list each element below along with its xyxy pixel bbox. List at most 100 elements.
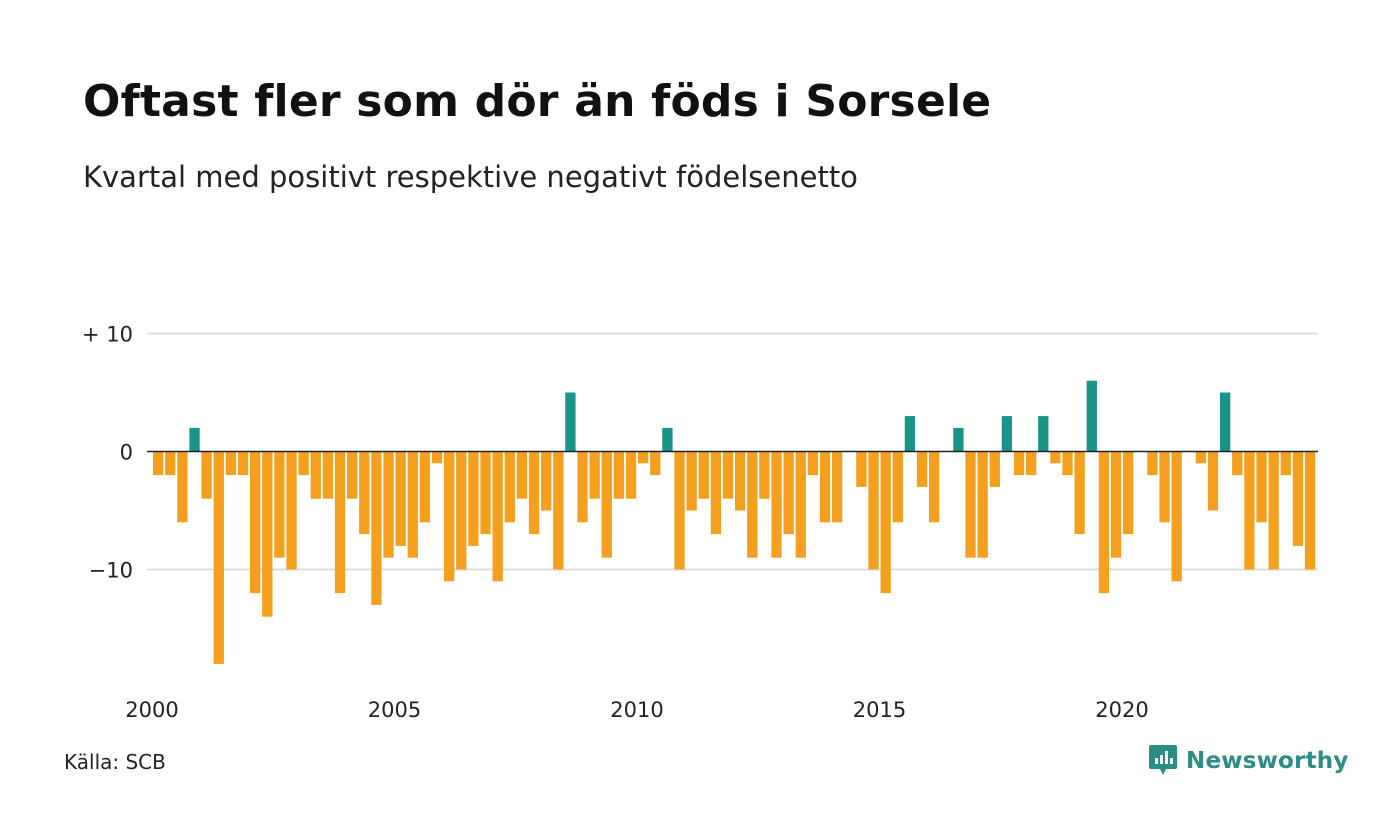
bar: [916, 451, 928, 487]
bar: [650, 451, 661, 476]
bar: [601, 451, 612, 558]
bar: [419, 451, 431, 523]
bar: [541, 451, 552, 511]
bar: [1147, 451, 1158, 476]
bar: [565, 392, 576, 452]
bar: [528, 451, 540, 535]
bar: [929, 451, 940, 523]
bar: [1232, 451, 1243, 476]
bar: [819, 451, 831, 523]
bar: [165, 451, 176, 476]
bar: [674, 451, 685, 570]
newsworthy-logo-icon: [1149, 745, 1177, 775]
y-tick-label: 0: [120, 441, 133, 465]
bar: [213, 451, 224, 664]
bar: [334, 451, 346, 594]
bar: [662, 427, 673, 452]
bar: [189, 427, 200, 452]
bar: [322, 451, 334, 499]
bar: [613, 451, 625, 499]
y-tick-labels: + 10 0 −10: [82, 323, 133, 583]
bar: [262, 451, 273, 617]
x-tick-label: 2010: [610, 698, 663, 722]
bar: [1110, 451, 1122, 558]
bar: [395, 451, 406, 546]
bar: [965, 451, 976, 558]
bar: [359, 451, 370, 535]
bar: [456, 451, 467, 570]
bar: [1123, 451, 1134, 535]
bar: [589, 451, 600, 499]
bar: [1086, 380, 1097, 452]
bar: [892, 451, 903, 523]
bar: [407, 451, 418, 558]
bar: [1256, 451, 1267, 523]
bar: [237, 451, 249, 476]
bar: [177, 451, 188, 523]
x-tick-label: 2005: [368, 698, 421, 722]
bar: [286, 451, 297, 570]
bar: [1098, 451, 1110, 594]
bar: [856, 451, 867, 487]
bar: [1159, 451, 1170, 523]
brand-name: Newsworthy: [1186, 748, 1349, 774]
x-tick-label: 2020: [1095, 698, 1148, 722]
bar: [1304, 451, 1316, 570]
bar: [989, 451, 1000, 487]
bar: [371, 451, 382, 605]
bar: [298, 451, 309, 476]
bar: [1268, 451, 1279, 570]
bar: [1244, 451, 1255, 570]
bar: [480, 451, 491, 535]
bar: [201, 451, 212, 499]
x-tick-label: 2000: [125, 698, 178, 722]
bar: [722, 451, 734, 499]
bar: [1038, 416, 1049, 452]
bar: [759, 451, 770, 499]
bar: [1195, 451, 1207, 464]
x-tick-labels: 2000 2005 2010 2015 2020: [125, 698, 1148, 722]
bar: [880, 451, 891, 594]
bar: [783, 451, 794, 535]
source-label: Källa: SCB: [64, 750, 166, 774]
bar: [310, 451, 321, 499]
bar: [868, 451, 879, 570]
bar: [953, 427, 964, 452]
bar: [577, 451, 588, 523]
bar: [444, 451, 455, 582]
bar: [504, 451, 515, 523]
bar: [553, 451, 564, 570]
y-tick-label: + 10: [82, 323, 133, 347]
brand-logo[interactable]: Newsworthy: [1148, 743, 1349, 779]
bar: [274, 451, 285, 558]
bar: [698, 451, 709, 499]
bar: [225, 451, 237, 476]
bar: [1207, 451, 1219, 511]
bar: [431, 451, 443, 464]
bar: [686, 451, 697, 511]
bar: [771, 451, 782, 558]
bar: [492, 451, 503, 582]
bar: [516, 451, 528, 499]
bar: [1050, 451, 1061, 464]
bar: [625, 451, 637, 499]
bar: [1280, 451, 1291, 476]
bar: [1013, 451, 1025, 476]
y-tick-label: −10: [89, 559, 133, 583]
bar: [832, 451, 843, 523]
bar: [1001, 416, 1013, 452]
bar: [1074, 451, 1085, 535]
bars: [153, 380, 1316, 664]
bar: [1220, 392, 1231, 452]
bar: [735, 451, 746, 511]
bar: [1292, 451, 1304, 546]
bar: [747, 451, 758, 558]
bar: [1062, 451, 1073, 476]
bar: [904, 416, 916, 452]
bar: [153, 451, 164, 476]
bar: [977, 451, 988, 558]
bar: [710, 451, 722, 535]
bar: [347, 451, 358, 499]
bar: [1171, 451, 1182, 582]
